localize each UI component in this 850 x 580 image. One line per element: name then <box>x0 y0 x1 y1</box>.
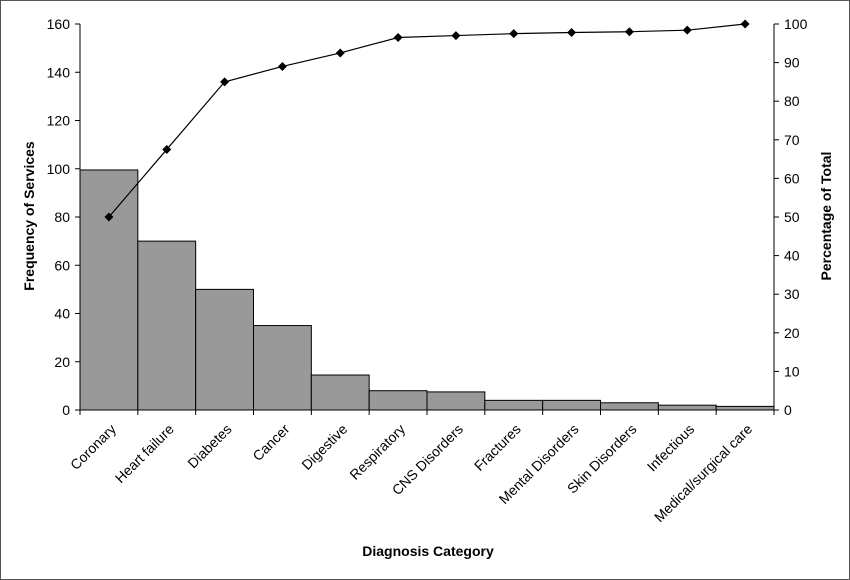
y-tick-label: 60 <box>54 257 70 273</box>
bar <box>542 399 602 411</box>
bar <box>368 390 428 411</box>
y2-tick-label: 40 <box>784 248 800 264</box>
y-tick-label: 20 <box>54 354 70 370</box>
bar <box>484 399 544 411</box>
y2-tick-label: 70 <box>784 132 800 148</box>
x-tick-label: Medical/surgical care <box>651 421 755 525</box>
line-point <box>335 48 345 58</box>
y-tick-label: 160 <box>47 16 71 32</box>
x-tick-label: Digestive <box>298 421 350 473</box>
y2-tick-label: 60 <box>784 170 800 186</box>
bar <box>715 405 775 411</box>
x-tick-label: Fractures <box>471 421 524 474</box>
line-point <box>162 144 172 154</box>
y2-tick-label: 30 <box>784 286 800 302</box>
bar <box>253 325 312 411</box>
line-point <box>451 31 461 41</box>
line-point <box>509 29 519 39</box>
line-point <box>624 27 634 37</box>
bar <box>195 288 255 411</box>
bar <box>426 391 486 411</box>
x-tick-label: Respiratory <box>346 421 408 483</box>
y-tick-label: 120 <box>47 113 71 129</box>
bar <box>79 169 139 411</box>
y2-tick-label: 80 <box>784 93 800 109</box>
cumulative-line-group <box>104 19 750 222</box>
x-tick-label: Diabetes <box>184 421 234 471</box>
line-point <box>567 27 577 37</box>
line-point <box>682 25 692 35</box>
x-tick-label: Cancer <box>249 421 292 464</box>
line-point <box>393 33 403 43</box>
y2-axis-title: Percentage of Total <box>818 152 834 281</box>
x-tick-label: Infectious <box>644 421 698 475</box>
line-point <box>277 61 287 71</box>
bar <box>657 404 717 411</box>
cumulative-line <box>108 23 746 218</box>
bar <box>137 240 197 411</box>
y2-tick-label: 50 <box>784 209 800 225</box>
line-point <box>104 212 114 222</box>
x-tick-label: Coronary <box>67 421 119 473</box>
bar <box>600 402 659 411</box>
x-axis-title: Diagnosis Category <box>362 543 494 559</box>
y-tick-label: 140 <box>47 64 71 80</box>
axes-group <box>75 23 779 415</box>
y2-tick-label: 0 <box>784 402 792 418</box>
line-point <box>220 77 230 87</box>
y-axis-title: Frequency of Services <box>21 141 37 291</box>
y-tick-label: 40 <box>54 306 70 322</box>
y-tick-label: 80 <box>54 209 70 225</box>
y-tick-label: 0 <box>62 402 70 418</box>
bars-group <box>79 169 775 411</box>
y2-tick-label: 100 <box>784 16 808 32</box>
bar <box>310 374 370 411</box>
y2-tick-label: 20 <box>784 325 800 341</box>
y2-tick-label: 10 <box>784 363 800 379</box>
y2-tick-label: 90 <box>784 55 800 71</box>
x-tick-label: Heart failure <box>112 421 177 486</box>
y-tick-label: 100 <box>47 161 71 177</box>
line-point <box>740 19 750 29</box>
